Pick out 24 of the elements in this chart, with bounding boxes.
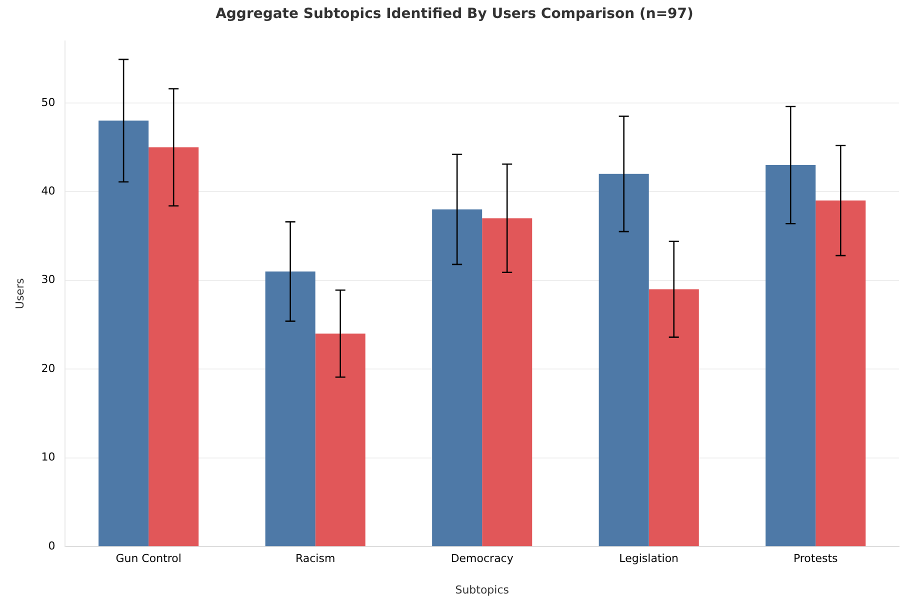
bar [148,147,199,546]
x-tick-label: Legislation [619,552,679,566]
bar [315,334,366,546]
y-tick-label: 50 [41,96,56,109]
x-tick-label: Protests [793,552,838,566]
y-tick-label: 40 [41,184,56,198]
x-tick-label: Democracy [450,552,514,566]
y-tick-label: 0 [48,539,56,552]
y-axis-title: Users [13,278,26,310]
y-tick-label: 30 [41,273,56,286]
x-axis-title: Subtopics [455,583,510,596]
x-tick-label: Gun Control [116,552,182,566]
bar [482,218,532,546]
x-tick-label: Racism [295,552,336,566]
bar [598,174,649,546]
y-tick-label: 10 [41,450,56,464]
bar [265,272,316,546]
bar [432,209,482,546]
y-tick-label: 20 [41,362,56,375]
bar [648,289,699,546]
bar [98,120,149,546]
bar [816,200,866,546]
bar [766,165,816,546]
chart-title: Aggregate Subtopics Identified By Users Comparison (n=97) [216,6,694,22]
